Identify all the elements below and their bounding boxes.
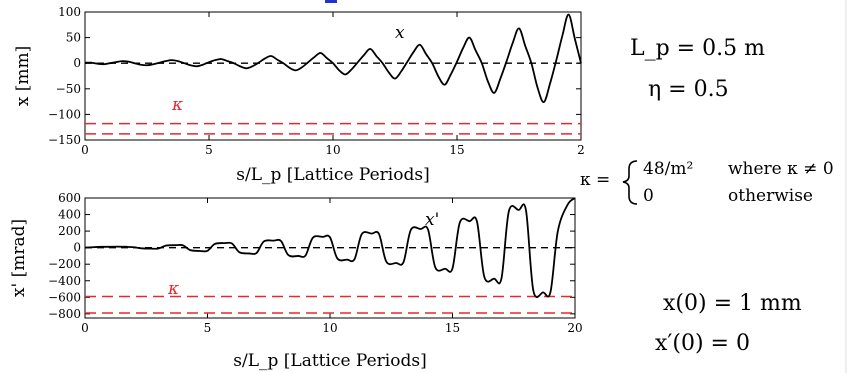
- bottom-plot-xtick-label: 0: [81, 321, 89, 335]
- eq-lattice-period: L_p = 0.5 m: [630, 36, 765, 61]
- eq-kappa-case2-condition: otherwise: [728, 186, 813, 206]
- top-plot-xtick-label: 5: [205, 143, 213, 157]
- bottom-plot-xtick-label: 10: [322, 321, 337, 335]
- top-plot-frame: [84, 11, 582, 141]
- top-plot-ytick-label: 0: [73, 56, 81, 70]
- bottom-plot-kappa-label: κ: [167, 279, 179, 299]
- top-plot-ytick-label: −100: [48, 107, 81, 121]
- bottom-plot-ticks: 0 5 10 15 20 600 400 200 0 −200 −400 −600 −800: [48, 191, 583, 335]
- eq-kappa-case1-value: 48/m²: [643, 159, 693, 179]
- top-plot-series-label: x: [395, 23, 405, 43]
- bottom-plot-ytick-label: 0: [73, 241, 81, 255]
- eq-kappa-case2-value: 0: [643, 186, 654, 206]
- bottom-plot-xtick-label: 20: [567, 321, 582, 335]
- top-plot-xtick-label: 0: [81, 143, 89, 157]
- bottom-plot-xtick-label: 15: [445, 321, 460, 335]
- eq-initial-x: x(0) = 1 mm: [663, 291, 802, 316]
- top-plot-xlabel: s/L_p [Lattice Periods]: [236, 165, 429, 185]
- bottom-plot-ytick-label: −400: [48, 274, 81, 288]
- bottom-plot-ytick-label: 400: [58, 208, 81, 222]
- bottom-plot-ytick-label: −800: [48, 307, 81, 321]
- bottom-plot-xtick-label: 5: [204, 321, 212, 335]
- bottom-plot-ylabel: x' [mrad]: [9, 219, 29, 297]
- top-plot-xtick-label: 10: [325, 143, 340, 157]
- eq-initial-xprime: x′(0) = 0: [655, 331, 750, 356]
- bottom-plot-ytick-label: 600: [58, 191, 81, 205]
- eq-eta: η = 0.5: [648, 77, 729, 102]
- top-plot-ytick-label: 50: [66, 31, 81, 45]
- top-plot-x-curve: [84, 13, 582, 103]
- top-plot-kappa-lines: [85, 122, 581, 135]
- top-plot-ytick-label: −50: [56, 82, 81, 96]
- eq-kappa-lhs: κ =: [580, 170, 610, 190]
- top-plot: 0 5 10 15 2 100 50 0 −50 −100 −150 x κ x [mm] s/L_…: [13, 5, 585, 185]
- eq-kappa-brace: [622, 160, 638, 205]
- top-plot-ylabel: x [mm]: [13, 46, 33, 107]
- bottom-plot-ytick-label: −600: [48, 290, 81, 304]
- bottom-plot-xlabel: s/L_p [Lattice Periods]: [233, 351, 426, 371]
- equations-panel: L_p = 0.5 m η = 0.5 κ = 48/m² where κ ≠ …: [580, 36, 834, 356]
- clipped-title-fragment: [325, 0, 337, 3]
- bottom-plot-kappa-lines: [85, 295, 575, 314]
- bottom-plot-xprime-curve: [84, 197, 576, 299]
- bottom-plot-ytick-label: −200: [48, 257, 81, 271]
- top-plot-xtick-label: 15: [449, 143, 464, 157]
- bottom-plot-series-label: x': [425, 210, 439, 230]
- bottom-plot-ytick-label: 200: [58, 224, 81, 238]
- eq-kappa-case1-condition: where κ ≠ 0: [728, 159, 834, 179]
- bottom-plot-frame: [84, 197, 576, 319]
- top-plot-kappa-label: κ: [171, 95, 183, 115]
- top-plot-ytick-label: 100: [58, 5, 81, 19]
- top-plot-xtick-label: 2: [577, 143, 585, 157]
- top-plot-ytick-label: −150: [48, 133, 81, 147]
